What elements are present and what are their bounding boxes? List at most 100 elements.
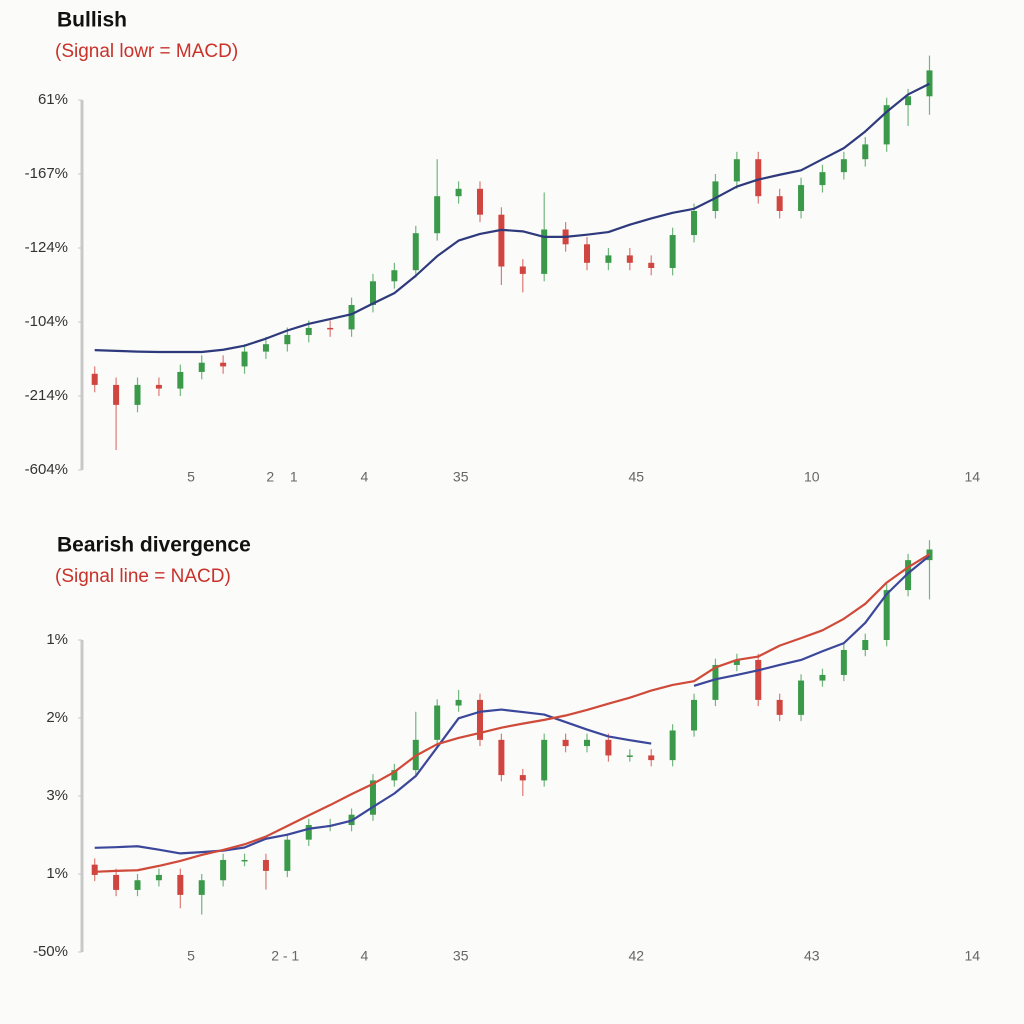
y-tick-label: -167% [25,165,68,182]
candle-body [712,664,719,700]
candle-body [883,105,890,145]
candle-body [605,739,612,756]
candle-body [220,859,227,881]
x-tick-label: 2 - 1 [271,948,299,964]
candle-body [519,266,526,274]
candle-body [776,196,783,211]
y-tick-label: 61% [38,91,68,108]
candle-body [455,699,462,706]
candle-body [434,196,441,234]
candle-body [134,880,141,890]
candle-body [541,739,548,781]
candle-body [177,874,184,895]
candle-body [819,172,826,186]
candle-body [669,235,676,268]
candle-body [926,70,933,97]
x-tick-label: 42 [628,948,644,964]
candle-body [113,384,120,405]
x-tick-label: 1 [290,469,298,485]
candle-body [648,755,655,761]
x-tick-label: 4 [361,948,369,964]
candle-body [241,859,248,862]
candle-body [862,144,869,160]
candle-body [91,373,98,385]
candle-body [584,244,591,263]
y-tick-label: -604% [25,461,68,478]
candle-body [134,384,141,405]
candle-body [391,770,398,781]
x-tick-label: 10 [804,469,820,485]
y-tick-label: 2% [46,709,68,726]
candle-body [220,362,227,367]
candle-body [305,327,312,335]
candle-body [776,699,783,715]
candle-body [626,755,633,757]
x-tick-label: 14 [965,948,981,964]
candle-body [498,214,505,267]
x-tick-label: 5 [187,469,195,485]
x-tick-label: 43 [804,948,820,964]
candle-body [369,780,376,815]
candle-body [155,384,162,389]
candle-body [755,659,762,700]
chart-title: Bearish divergence [57,534,251,557]
candle-body [155,874,162,881]
candle-body [476,188,483,215]
candle-body [91,864,98,875]
candle-body [562,739,569,747]
y-tick-label: -50% [33,943,68,960]
x-tick-label: 45 [628,469,644,485]
candle-body [733,159,740,182]
candle-body [755,159,762,197]
candle-body [840,159,847,173]
candle-body [391,270,398,282]
candle-body [840,649,847,675]
candle-body [691,699,698,731]
y-tick-label: -104% [25,313,68,330]
x-tick-label: 4 [361,469,369,485]
candle-body [605,255,612,263]
candle-body [284,839,291,871]
signal-line [94,82,930,354]
chart-title: Bullish [57,9,127,32]
candle-body [519,775,526,781]
candle-body [476,699,483,740]
y-tick-label: 1% [46,865,68,882]
chart-subtitle: (Signal line = NACD) [55,566,231,587]
candle-body [198,362,205,372]
candle-body [905,96,912,106]
candle-body [905,560,912,591]
x-tick-label: 35 [453,948,469,964]
x-tick-label: 5 [187,948,195,964]
candle-body [669,730,676,761]
candle-body [113,874,120,890]
candle-body [862,640,869,650]
candle-body [412,233,419,271]
x-tick-label: 2 [266,469,274,485]
y-tick-label: -214% [25,387,68,404]
candle-body [262,859,269,871]
chart-panel: Bullish (Signal lowr = MACD) 61% -167% -124%… [25,9,981,485]
candle-body [434,705,441,740]
candle-body [712,181,719,211]
candle-body [241,351,248,367]
y-tick-label: -124% [25,239,68,256]
candle-body [369,281,376,305]
candle-body [626,255,633,263]
candle-body [327,327,334,330]
candle-body [541,229,548,274]
y-tick-label: 3% [46,787,68,804]
chart-panel: Bearish divergence (Signal line = NACD) 1%… [33,534,981,964]
candle-body [798,680,805,715]
candle-body [819,674,826,681]
candle-body [455,188,462,197]
candle-body [177,371,184,389]
candle-body [648,262,655,268]
candle-body [691,211,698,236]
x-tick-label: 35 [453,469,469,485]
candle-body [584,739,591,747]
x-tick-label: 14 [965,469,981,485]
candle-body [498,739,505,776]
candle-body [348,304,355,330]
